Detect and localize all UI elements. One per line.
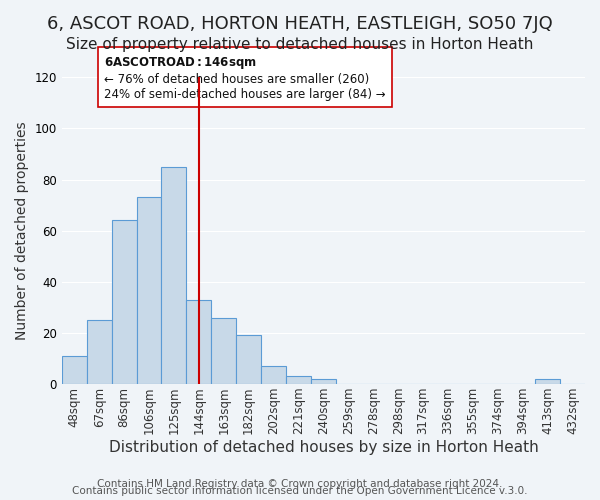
Bar — [211, 318, 236, 384]
Bar — [261, 366, 286, 384]
Bar — [137, 198, 161, 384]
Y-axis label: Number of detached properties: Number of detached properties — [15, 122, 29, 340]
Text: Contains public sector information licensed under the Open Government Licence v.: Contains public sector information licen… — [72, 486, 528, 496]
Bar — [62, 356, 87, 384]
Text: $\bf{6 ASCOT ROAD: 146sqm}$
← 76% of detached houses are smaller (260)
24% of se: $\bf{6 ASCOT ROAD: 146sqm}$ ← 76% of det… — [104, 55, 386, 101]
Text: 6, ASCOT ROAD, HORTON HEATH, EASTLEIGH, SO50 7JQ: 6, ASCOT ROAD, HORTON HEATH, EASTLEIGH, … — [47, 15, 553, 33]
Bar — [87, 320, 112, 384]
Bar — [535, 379, 560, 384]
Bar — [187, 300, 211, 384]
Bar — [311, 379, 336, 384]
Text: Contains HM Land Registry data © Crown copyright and database right 2024.: Contains HM Land Registry data © Crown c… — [97, 479, 503, 489]
Bar — [112, 220, 137, 384]
Bar — [286, 376, 311, 384]
Text: Size of property relative to detached houses in Horton Heath: Size of property relative to detached ho… — [67, 38, 533, 52]
X-axis label: Distribution of detached houses by size in Horton Heath: Distribution of detached houses by size … — [109, 440, 538, 455]
Bar — [236, 336, 261, 384]
Bar — [161, 167, 187, 384]
